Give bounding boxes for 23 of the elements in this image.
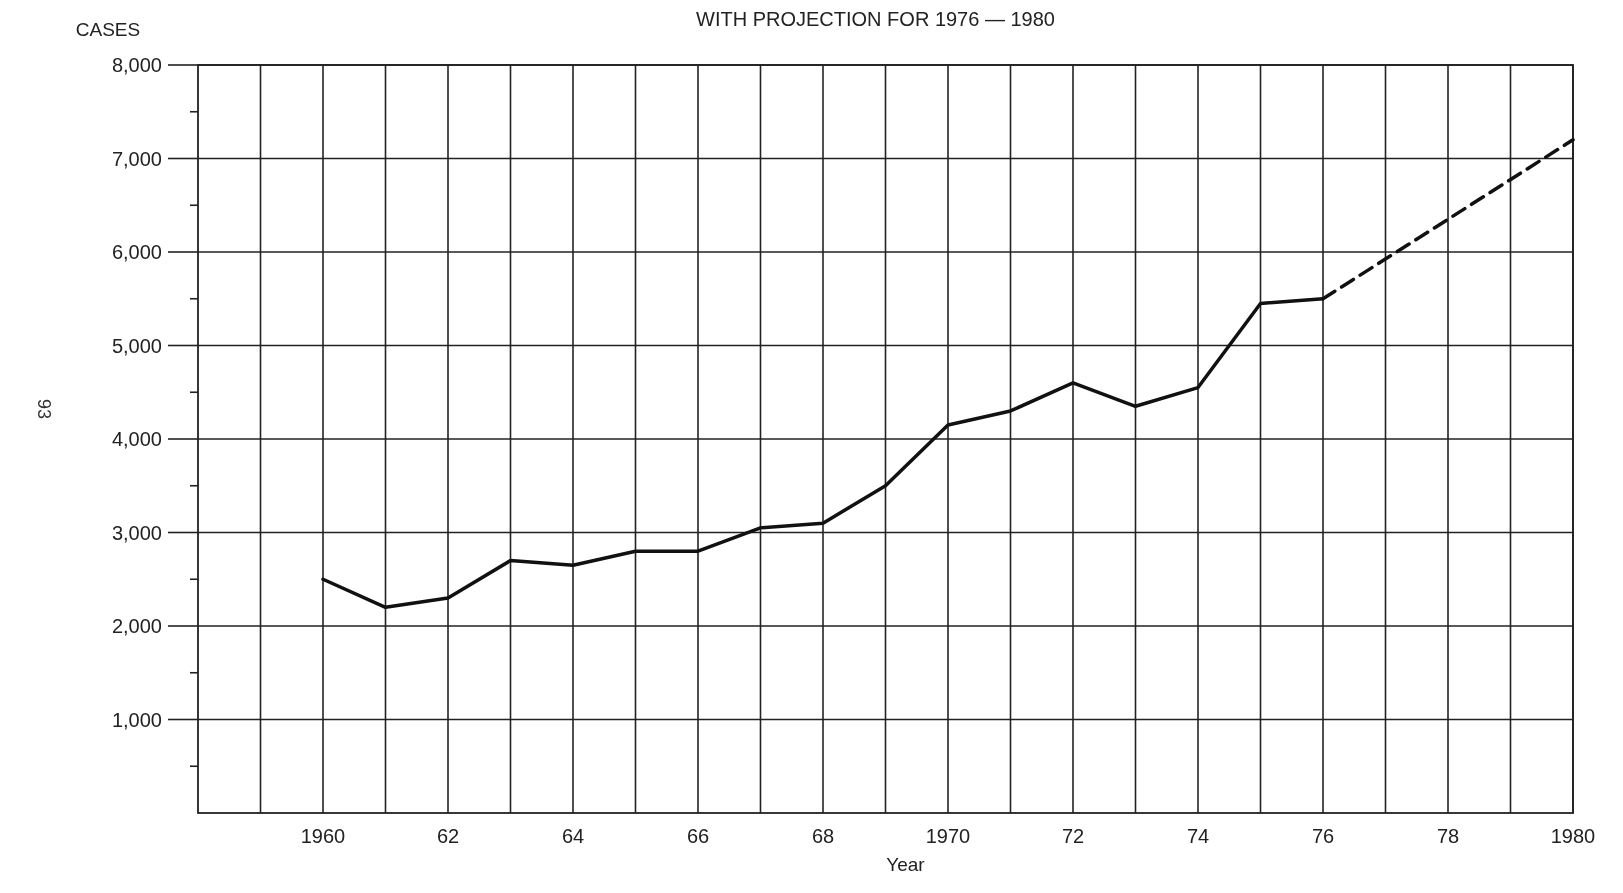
x-tick-label: 68 [811,825,835,847]
x-tick-label: 64 [561,825,585,847]
y-tick-label: 7,000 [111,147,162,170]
y-tick-label: 1,000 [111,708,162,731]
x-tick-label: 78 [1436,825,1460,847]
x-tick-label: 76 [1311,825,1335,847]
x-tick-label: 1980 [1550,825,1596,847]
y-tick-label: 8,000 [111,54,162,76]
y-tick-label: 6,000 [111,241,162,263]
x-tick-label: 1960 [300,825,346,847]
text: 93 [34,398,54,420]
y-tick-label: 2,000 [111,615,162,637]
x-tick-label: 62 [436,825,460,847]
y-tick-label: 5,000 [111,334,162,357]
x-tick-label: 74 [1186,825,1210,847]
x-axis-title: Year [886,854,926,875]
y-axis-title: CASES [75,19,141,40]
chart-title: WITH PROJECTION FOR 1976 — 1980 [696,8,1055,30]
y-tick-label: 4,000 [111,428,162,450]
x-tick-label: 72 [1061,825,1085,847]
y-tick-label: 3,000 [111,521,162,544]
x-tick-label: 1970 [925,825,971,847]
x-tick-label: 66 [686,825,710,847]
